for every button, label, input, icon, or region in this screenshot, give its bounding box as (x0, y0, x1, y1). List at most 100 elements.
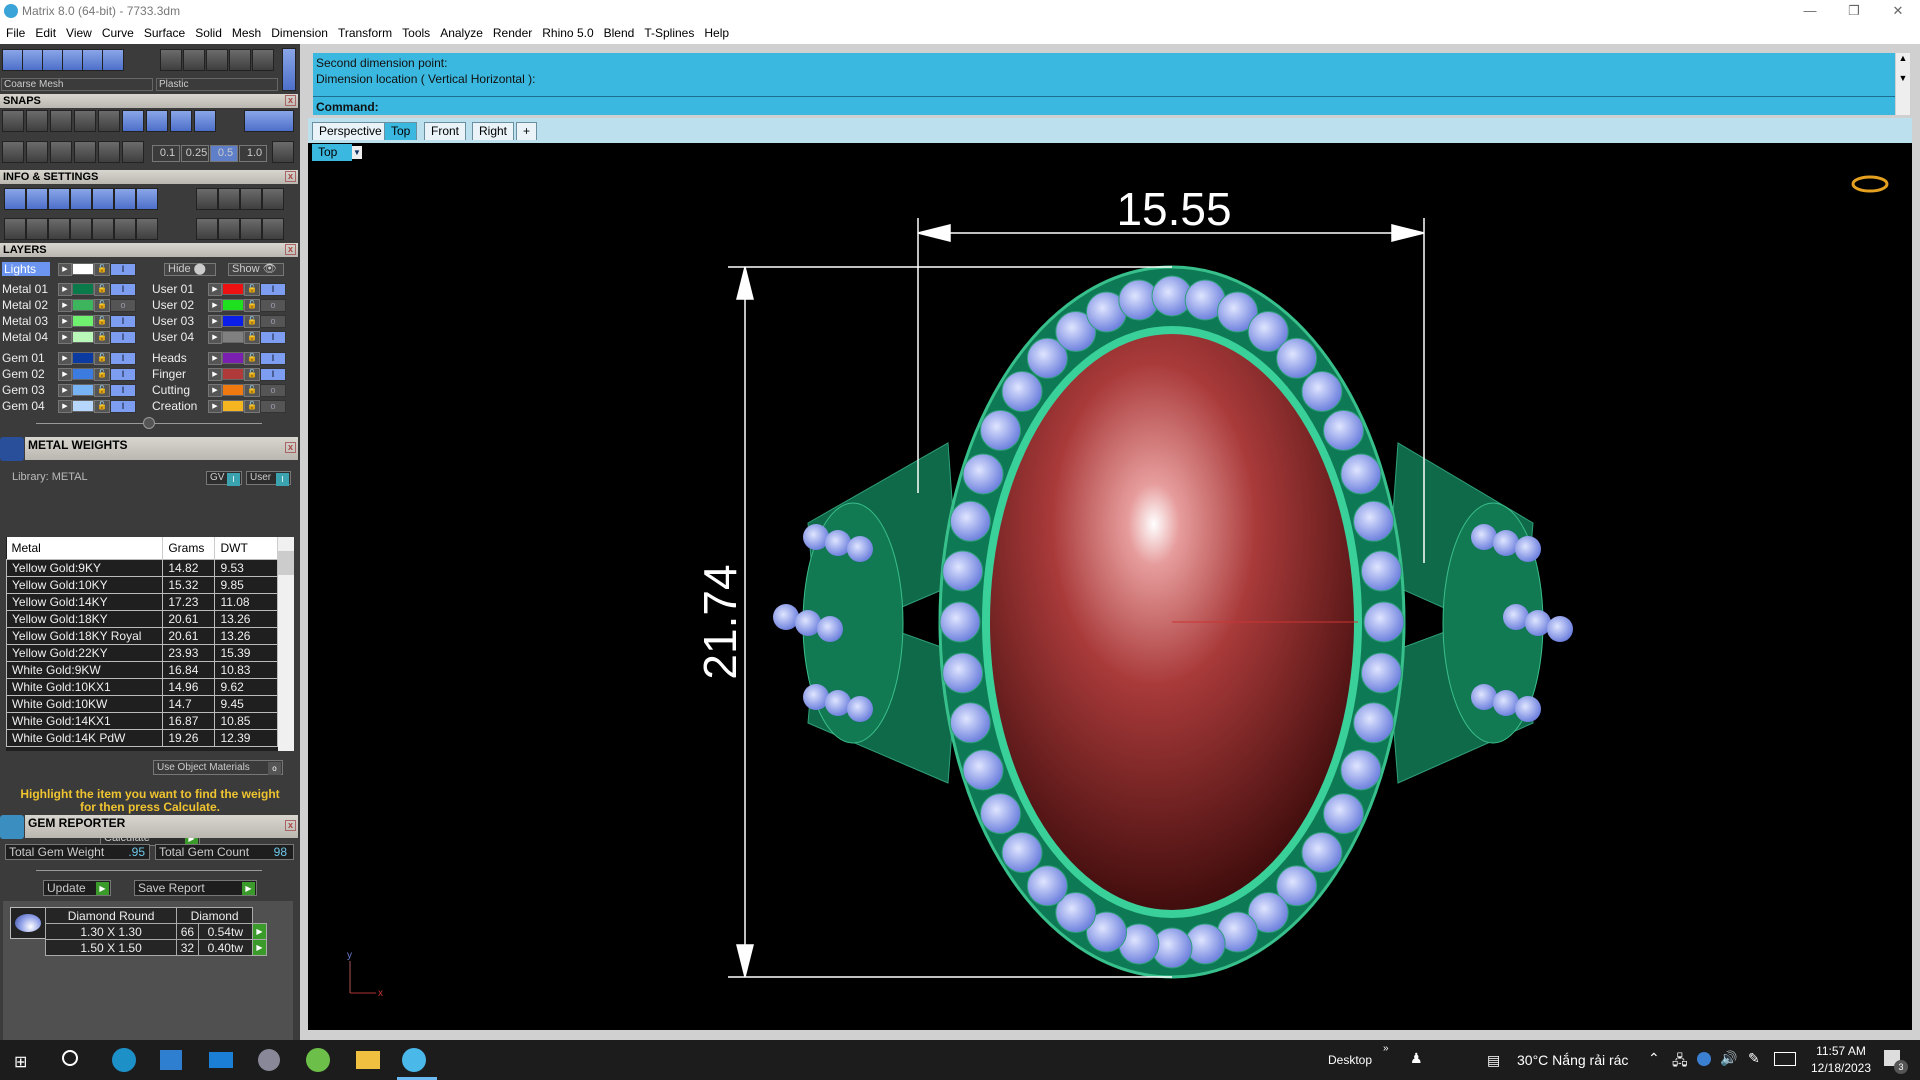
layer-row[interactable]: User 02 ▶ 🔓 o (152, 298, 286, 312)
layer-color-swatch[interactable] (72, 384, 94, 396)
layers-button[interactable] (136, 188, 158, 210)
network-icon[interactable]: 🖧 (1672, 1052, 1688, 1068)
settings-button[interactable] (218, 218, 240, 240)
visibility-toggle[interactable]: o (260, 314, 286, 328)
object-properties-button[interactable] (4, 188, 26, 210)
edge-icon[interactable] (112, 1048, 136, 1072)
restore-button[interactable]: ❐ (1848, 3, 1860, 18)
pen-icon[interactable]: ✎ (1748, 1050, 1760, 1066)
app-icon[interactable] (306, 1048, 330, 1072)
layer-row[interactable]: Finger ▶ 🔓 I (152, 367, 286, 381)
lock-icon[interactable]: 🔓 (94, 314, 110, 328)
visibility-toggle[interactable]: I (110, 262, 136, 276)
layer-color-swatch[interactable] (222, 400, 244, 412)
material-select[interactable]: Plastic (156, 78, 278, 91)
layer-color-swatch[interactable] (222, 299, 244, 311)
menu-rhino-5-0[interactable]: Rhino 5.0 (542, 26, 594, 40)
metal-row[interactable]: Yellow Gold:9KY 14.82 9.53 (6, 558, 278, 577)
menu-edit[interactable]: Edit (35, 26, 57, 40)
box-snap-button[interactable] (26, 141, 48, 163)
color-swatch[interactable] (72, 263, 94, 275)
lock-icon[interactable]: 🔓 (94, 298, 110, 312)
keyboard-icon[interactable] (1774, 1052, 1796, 1066)
close-button[interactable]: ✕ (1892, 3, 1904, 18)
viewport-menu-button[interactable]: Top ▼ (312, 144, 362, 161)
menu-mesh[interactable]: Mesh (231, 26, 262, 40)
lock-icon[interactable]: 🔓 (94, 282, 110, 296)
menu-dimension[interactable]: Dimension (271, 26, 328, 40)
visibility-toggle[interactable]: I (110, 282, 136, 296)
camera-button[interactable] (218, 188, 240, 210)
metal-row[interactable]: Yellow Gold:14KY 17.23 11.08 (6, 592, 278, 611)
menu-view[interactable]: View (66, 26, 92, 40)
menu-tools[interactable]: Tools (402, 26, 431, 40)
metal-row[interactable]: Yellow Gold:18KY Royal 20.61 13.26 (6, 626, 278, 645)
people-icon[interactable]: ♟ (1410, 1050, 1423, 1066)
menu-blend[interactable]: Blend (603, 26, 635, 40)
column-header[interactable]: DWT (214, 537, 278, 559)
file-explorer-icon[interactable] (356, 1051, 380, 1069)
visibility-toggle[interactable]: I (260, 351, 286, 365)
menu-file[interactable]: File (6, 26, 26, 40)
expand-icon[interactable]: ▶ (58, 262, 72, 276)
plane-snap-button[interactable] (98, 141, 120, 163)
visibility-toggle[interactable]: I (110, 367, 136, 381)
visibility-toggle[interactable]: I (110, 399, 136, 413)
menu-curve[interactable]: Curve (101, 26, 134, 40)
minimize-button[interactable]: — (1803, 3, 1817, 18)
layer-row[interactable]: Gem 04 ▶ 🔓 I (2, 399, 136, 413)
mid-snap-button[interactable] (98, 110, 120, 132)
layer-name[interactable]: Gem 03 (2, 383, 45, 397)
visibility-toggle[interactable]: o (260, 399, 286, 413)
notes-button[interactable] (92, 188, 114, 210)
layer-row[interactable]: User 01 ▶ 🔓 I (152, 282, 286, 296)
rendered-sphere-button[interactable] (62, 49, 84, 71)
gv-toggle[interactable]: GV I (206, 471, 242, 486)
lock-icon[interactable]: 🔓 (244, 298, 260, 312)
visibility-toggle[interactable]: I (260, 282, 286, 296)
metal-row[interactable]: White Gold:14K PdW 19.26 12.39 (6, 728, 278, 747)
layer-row[interactable]: Cutting ▶ 🔓 o (152, 383, 286, 397)
layer-color-swatch[interactable] (72, 368, 94, 380)
history-button[interactable] (114, 218, 136, 240)
gem-row[interactable]: 1.50 X 1.50 32 0.40tw ▶ (44, 939, 267, 956)
add-tab-button[interactable]: + (516, 122, 538, 140)
layer-color-swatch[interactable] (222, 352, 244, 364)
gem-select-button[interactable]: ▶ (252, 939, 267, 956)
scrollbar-thumb[interactable] (278, 551, 294, 575)
shaded-button[interactable] (183, 49, 205, 71)
gem-button[interactable] (196, 218, 218, 240)
app-icon[interactable] (258, 1049, 280, 1071)
grid-value-button[interactable]: 1.0 (239, 145, 267, 162)
plugin-button[interactable] (262, 218, 284, 240)
layer-color-swatch[interactable] (222, 331, 244, 343)
view-button[interactable] (48, 218, 70, 240)
layer-row[interactable]: Gem 03 ▶ 🔓 I (2, 383, 136, 397)
lock-icon[interactable]: 🔓 (94, 262, 110, 276)
grid-value-button[interactable]: 0.5 (210, 145, 238, 162)
layer-name[interactable]: Metal 01 (2, 282, 49, 296)
layer-color-swatch[interactable] (222, 315, 244, 327)
expand-icon[interactable]: ▶ (58, 330, 72, 344)
tab-front[interactable]: Front (424, 122, 467, 140)
snaps-toggle-button[interactable] (244, 110, 294, 132)
lock-icon[interactable]: 🔓 (244, 282, 260, 296)
curve-snap-button[interactable] (26, 110, 48, 132)
lights-layer[interactable]: Lights (2, 262, 50, 276)
tab-top[interactable]: Top (384, 122, 418, 140)
expand-icon[interactable]: ▶ (208, 351, 222, 365)
mesh-select[interactable]: Coarse Mesh (1, 78, 153, 91)
layer-name[interactable]: Metal 03 (2, 314, 49, 328)
navigation-widget-icon[interactable] (1851, 175, 1889, 193)
layout-button[interactable] (102, 49, 124, 71)
windows-start-icon[interactable]: ⊞ (14, 1054, 28, 1071)
expand-icon[interactable]: ▶ (208, 383, 222, 397)
layer-name[interactable]: User 01 (152, 282, 195, 296)
layer-row[interactable]: Metal 01 ▶ 🔓 I (2, 282, 136, 296)
visibility-toggle[interactable]: I (110, 351, 136, 365)
visibility-toggle[interactable]: I (110, 383, 136, 397)
printer-button[interactable] (48, 188, 70, 210)
metal-row[interactable]: White Gold:10KX1 14.96 9.62 (6, 677, 278, 696)
expand-icon[interactable]: ▶ (58, 399, 72, 413)
analyze-button[interactable] (240, 218, 262, 240)
